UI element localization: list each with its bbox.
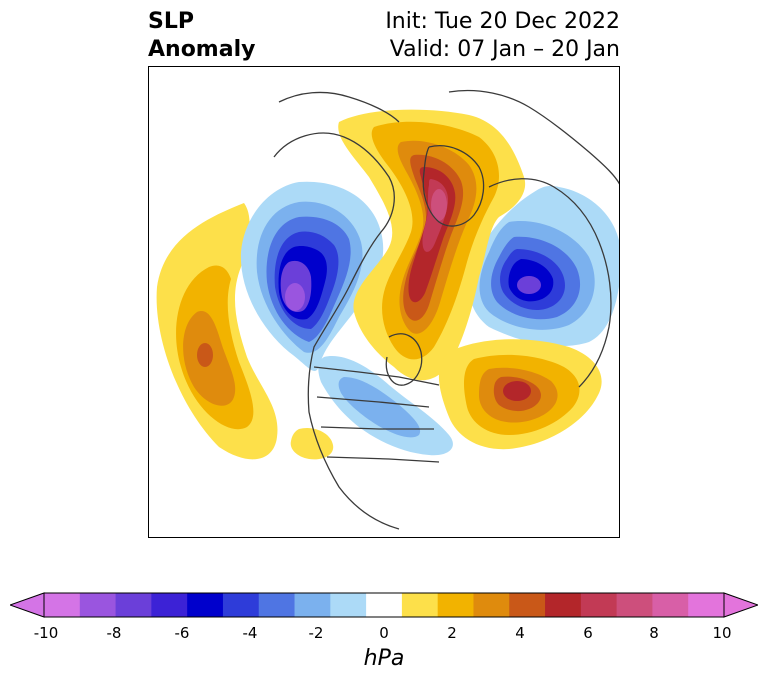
tick-label: 8 [649, 624, 659, 642]
tick-label: -4 [242, 624, 258, 642]
colorbar-segment [151, 593, 188, 617]
colorbar-segment [545, 593, 582, 617]
tick-label: -10 [33, 624, 59, 642]
colorbar-segment [79, 593, 117, 617]
eastern-us-low-anomaly [318, 356, 453, 456]
colorbar-segment [330, 593, 367, 617]
colorbar-extend-min [10, 592, 45, 618]
colorbar-segment [652, 593, 689, 617]
tick-label: -6 [174, 624, 190, 642]
atlantic-high-anomaly [438, 339, 602, 450]
colorbar-segment [580, 593, 618, 617]
forecast-dates: Init: Tue 20 Dec 2022 Valid: 07 Jan – 20… [385, 8, 620, 64]
pacific-high-anomaly [156, 203, 278, 460]
coastlines [273, 89, 619, 530]
colorbar-segment [222, 593, 260, 617]
tick-label: -8 [106, 624, 122, 642]
map-title: SLP Anomaly [148, 9, 256, 62]
colorbar-segment [616, 593, 653, 617]
arctic-high-anomaly [338, 109, 526, 381]
colorbar-segment [187, 593, 224, 617]
map-panel [148, 66, 620, 538]
colorbar-segment [44, 593, 81, 617]
tick-label: 0 [379, 624, 389, 642]
colorbar-segment [294, 593, 331, 617]
colorbar-segment [115, 593, 152, 617]
colorbar [10, 592, 758, 618]
colorbar-extend-max [723, 592, 758, 618]
colorbar-unit-label: hPa [363, 646, 405, 671]
tick-label: -2 [308, 624, 324, 642]
tick-label: 6 [583, 624, 593, 642]
colorbar-segment [473, 593, 510, 617]
tick-label: 10 [712, 624, 732, 642]
valid-date-range: Valid: 07 Jan – 20 Jan [389, 37, 620, 62]
tick-label: 4 [515, 624, 525, 642]
colorbar-segment [401, 593, 439, 617]
slp-anomaly-map [149, 67, 619, 537]
colorbar-segment [437, 593, 474, 617]
colorbar-segment [509, 593, 546, 617]
tick-label: 2 [447, 624, 457, 642]
colorbar-segment [258, 593, 296, 617]
colorbar-segments [44, 593, 725, 617]
colorbar-segment [688, 593, 725, 617]
init-date: Init: Tue 20 Dec 2022 [385, 9, 620, 34]
western-us-high-anomaly [290, 427, 334, 460]
canada-low-anomaly [240, 181, 384, 372]
asia-low-anomaly [469, 185, 619, 347]
colorbar-segment [366, 593, 403, 617]
